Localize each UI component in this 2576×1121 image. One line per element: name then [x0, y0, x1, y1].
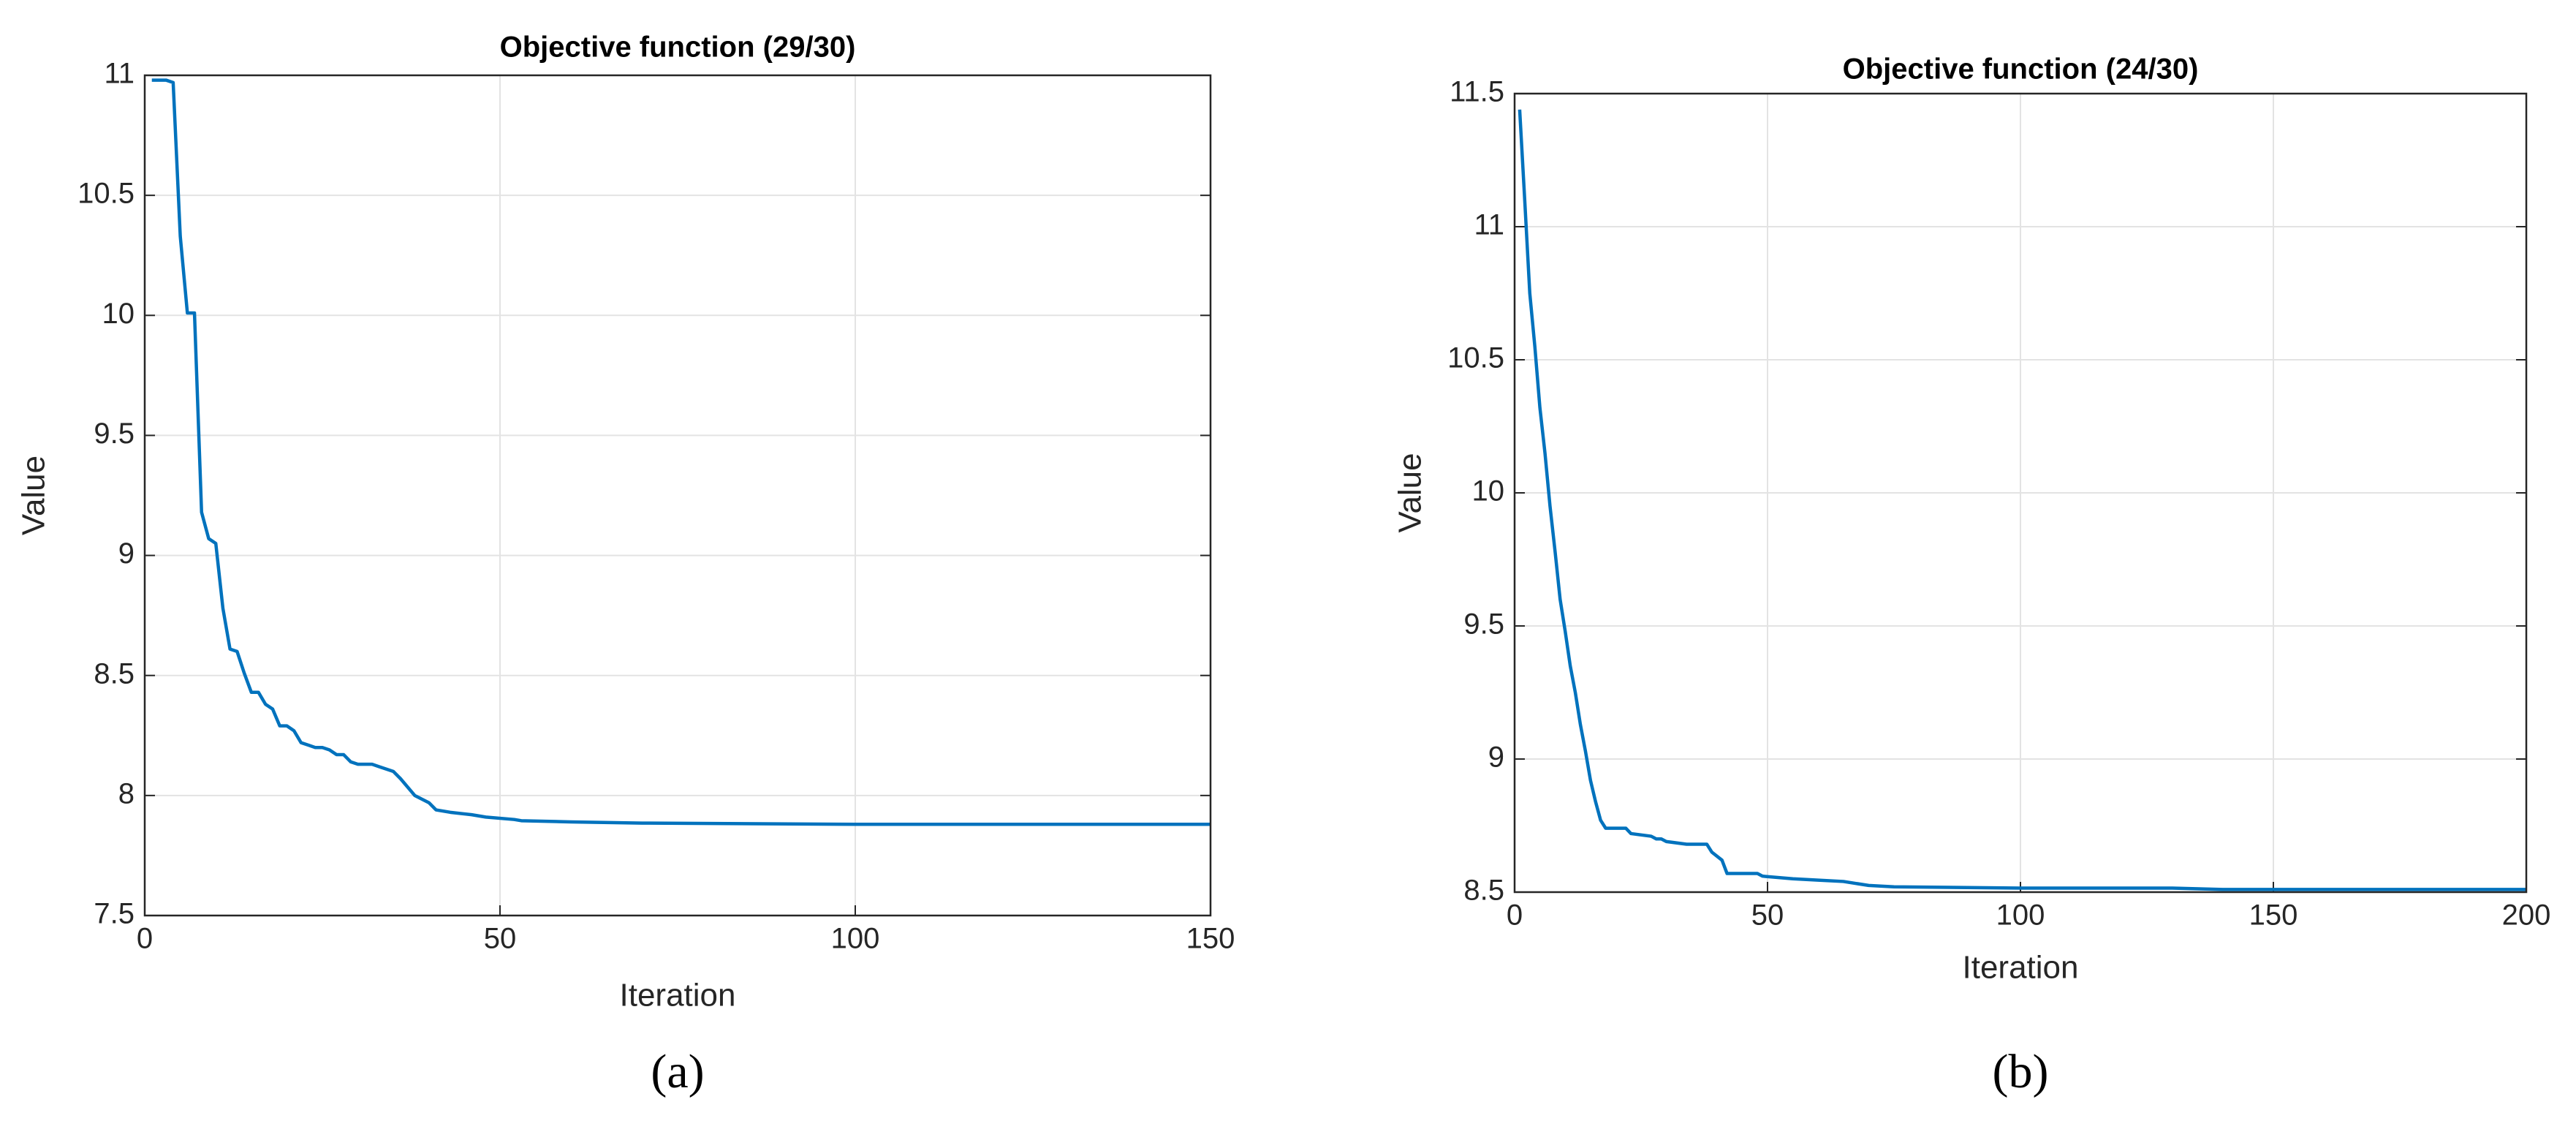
data-line [1518, 109, 2526, 891]
x-axis-label: Iteration [620, 978, 736, 1014]
y-tick-label: 11 [1474, 209, 1504, 241]
y-tick-label: 9.5 [94, 418, 135, 450]
x-tick-label: 200 [2502, 899, 2551, 932]
y-tick-label: 9.5 [1463, 608, 1504, 641]
y-axis-label: Value [1393, 453, 1428, 532]
y-tick-label: 8.5 [1463, 875, 1504, 907]
y-tick-label: 10.5 [1447, 342, 1504, 374]
x-tick-label: 150 [1186, 923, 1235, 955]
y-tick-label: 7.5 [94, 898, 135, 930]
y-tick-label: 9 [1488, 741, 1504, 774]
y-tick-label: 11 [104, 58, 135, 90]
x-tick-label: 50 [484, 923, 517, 955]
y-tick-label: 8.5 [94, 657, 135, 690]
x-tick-label: 0 [137, 923, 153, 955]
y-axis-label: Value [16, 456, 52, 535]
y-tick-label: 9 [118, 537, 135, 570]
x-tick-label: 50 [1751, 899, 1784, 932]
panel-label: (b) [1993, 1045, 2049, 1098]
y-tick-label: 8 [118, 777, 135, 809]
y-tick-label: 10 [102, 298, 135, 330]
chart-title: Objective function (24/30) [1843, 53, 2199, 86]
y-tick-label: 11.5 [1450, 76, 1504, 108]
x-axis-label: Iteration [1963, 950, 2079, 986]
x-tick-label: 0 [1507, 899, 1523, 932]
axes-box [143, 74, 1212, 917]
panel-label: (a) [651, 1045, 704, 1098]
axes-box [1513, 92, 2528, 894]
chart-title: Objective function (29/30) [500, 31, 856, 64]
x-tick-label: 100 [1996, 899, 2045, 932]
y-tick-label: 10.5 [77, 178, 135, 210]
data-line [151, 78, 1211, 826]
x-tick-label: 100 [831, 923, 880, 955]
y-tick-label: 10 [1472, 475, 1505, 507]
plot-area [145, 75, 1211, 916]
x-tick-label: 150 [2249, 899, 2298, 932]
